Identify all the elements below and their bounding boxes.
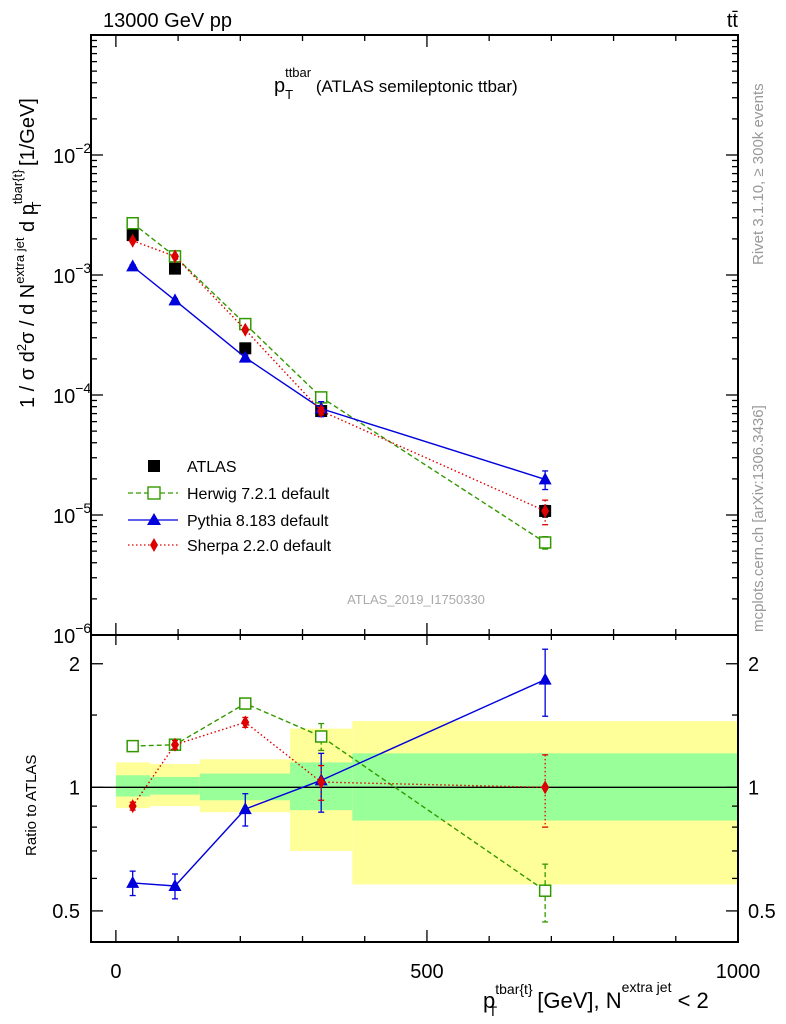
main-series [126,216,552,550]
data-point [241,322,250,337]
legend-label-atlas: ATLAS [187,459,237,476]
data-point [239,342,252,355]
data-point [541,780,550,795]
legend-entry-sherpa: Sherpa 2.2.0 default [128,538,332,555]
legend-label-herwig: Herwig 7.2.1 default [187,486,330,503]
mcplots-label: mcplots.cern.ch [arXiv:1306.3436] [750,405,767,632]
axis-ticks: 0 500 1000 10−6 10−5 10−4 10−3 10−2 0.5 0.5 1 1 2 2 [52,35,776,983]
data-point [239,697,252,710]
process-label: tt̄ [727,10,739,32]
data-point [238,350,252,363]
ratio-y-tick-label-right: 0.5 [748,901,776,923]
rivet-label: Rivet 3.1.10, ≥ 300k events [750,83,767,265]
series-line [132,222,546,544]
data-point [538,672,552,685]
legend-label-sherpa: Sherpa 2.2.0 default [187,538,332,555]
data-point [126,216,139,230]
x-axis-label: ptbar{t} T [GeV], Nextra jet < 2 [483,979,709,1019]
data-point [538,472,552,485]
data-point [538,884,552,897]
data-point [128,799,137,814]
x-tick-label: 0 [110,961,121,983]
data-point [241,715,250,730]
ratio-y-tick-label: 1 [69,777,80,799]
y-tick-label: 10−5 [53,500,91,528]
legend-entry-herwig: Herwig 7.2.1 default [128,486,330,503]
legend-marker-pythia [147,513,161,525]
data-point [538,536,552,549]
legend-label-pythia: Pythia 8.183 default [187,513,329,530]
legend-marker-sherpa [150,538,158,552]
main-y-axis-label: 1 / σ d2σ / d Nextra jet d ptbar{t}T [1/… [10,98,44,408]
y-tick-label: 10−4 [53,380,91,408]
legend: ATLAS Herwig 7.2.1 default Pythia 8.183 … [128,459,332,555]
data-point [126,875,140,888]
y-tick-label: 10−2 [53,140,91,168]
x-tick-label: 1000 [716,961,761,983]
data-point [170,249,179,264]
data-point [168,878,182,891]
data-point [317,404,326,419]
ratio-uncertainty-bands [115,721,738,885]
inner-band-bin [115,775,151,797]
data-point [168,293,182,306]
plot-title: pTttbar (ATLAS semileptonic ttbar) [274,65,518,102]
ratio-y-tick-label: 2 [69,654,80,676]
series-line [132,265,546,481]
inner-band-bin [150,776,200,795]
data-point [170,737,179,752]
data-point [128,233,137,248]
ratio-y-tick-label-right: 2 [748,654,759,676]
legend-marker-herwig [147,486,161,500]
data-point [238,802,252,815]
data-point [168,262,181,275]
legend-marker-atlas [148,460,160,472]
ratio-y-tick-label-right: 1 [748,777,759,799]
y-tick-label: 10−3 [53,260,91,288]
data-point [314,730,328,743]
data-point [126,739,139,753]
x-tick-label: 500 [410,961,443,983]
data-point [317,775,326,790]
legend-entry-pythia: Pythia 8.183 default [128,513,329,530]
analysis-watermark: ATLAS_2019_I1750330 [347,592,485,607]
data-point [541,503,550,518]
ratio-series [126,648,552,923]
energy-label: 13000 GeV pp [103,10,232,32]
y-tick-label: 10−6 [53,620,91,648]
ratio-y-tick-label: 0.5 [52,901,80,923]
ratio-y-axis-label: Ratio to ATLAS [23,755,40,856]
legend-entry-atlas: ATLAS [148,459,237,476]
ratio-panel-frame [90,634,739,943]
data-point [126,259,140,272]
